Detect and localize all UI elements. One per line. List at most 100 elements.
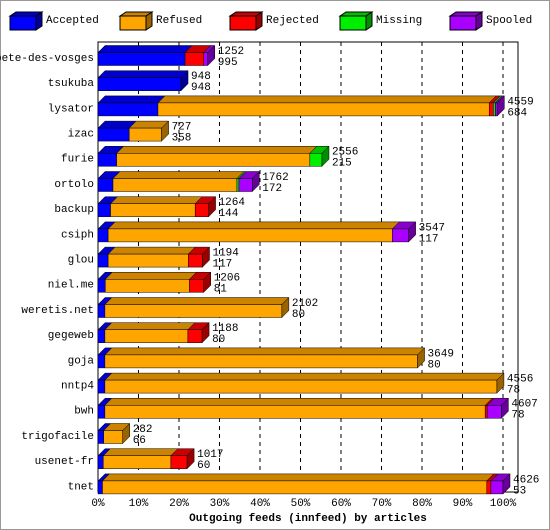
offered-label: 1194: [212, 248, 239, 260]
category-label: trigofacile: [21, 431, 94, 443]
category-label: tsukuba: [48, 78, 95, 90]
bar-side: [186, 448, 195, 470]
bar-side: [501, 397, 509, 419]
bar-segment: [97, 430, 104, 444]
bar-top: [104, 372, 505, 381]
legend-swatch: [119, 15, 147, 31]
bar-side: [201, 322, 210, 344]
bar-segment: [97, 405, 106, 419]
bar-segment: [97, 253, 109, 268]
accepted-label: 215: [332, 158, 352, 170]
bar-top: [104, 297, 290, 305]
offered-label: 4556: [507, 374, 533, 386]
bar-segment: [112, 178, 238, 192]
bar-top: [97, 70, 189, 78]
bar-top: [104, 272, 198, 280]
bar-segment: [128, 127, 162, 142]
bar-top: [112, 171, 245, 179]
bar-segment: [97, 127, 130, 142]
accepted-label: 117: [419, 233, 439, 245]
accepted-label: 144: [219, 208, 239, 220]
bar-segment: [97, 329, 106, 343]
bar-segment: [157, 102, 490, 117]
bar-top: [116, 146, 318, 154]
category-label: ortolo: [54, 179, 94, 191]
offered-label: 3547: [419, 222, 445, 234]
offered-label: 4559: [507, 96, 533, 108]
bar-segment: [97, 379, 106, 394]
category-label: glou: [68, 255, 94, 267]
offered-label: 1017: [197, 449, 223, 461]
bar-side: [202, 246, 210, 268]
bar-top: [109, 196, 203, 204]
bar-segment: [105, 279, 190, 293]
bar-segment: [203, 52, 209, 66]
offered-label: 4626: [513, 474, 539, 486]
bar-segment: [110, 203, 196, 217]
bar-side: [208, 196, 216, 218]
bar-segment: [116, 153, 311, 167]
legend-swatch: [229, 15, 257, 31]
bar-segment: [102, 480, 488, 495]
bar-top: [104, 322, 196, 330]
bar-segment: [97, 480, 103, 495]
bar-segment: [189, 279, 204, 293]
bar-top: [107, 221, 401, 230]
bar-segment: [486, 480, 492, 495]
accepted-label: 948: [191, 82, 211, 94]
bar-segment: [104, 405, 486, 419]
category-label: usenet-fr: [35, 456, 94, 468]
offered-label: 1206: [214, 273, 240, 285]
category-label: tnet: [68, 481, 94, 493]
offered-label: 727: [172, 122, 192, 134]
bar-segment: [104, 329, 189, 343]
bar-segment: [97, 304, 106, 318]
bar-segment: [484, 405, 488, 419]
legend-swatch: [9, 15, 37, 31]
bar-segment: [103, 430, 123, 444]
bar-segment: [107, 253, 189, 268]
bar-segment: [392, 228, 409, 243]
bar-top: [102, 448, 179, 456]
bar-side: [161, 120, 169, 142]
x-tick-label: 20%: [169, 498, 189, 510]
bar-side: [281, 296, 290, 319]
category-label: bete-des-vosges: [0, 53, 94, 65]
x-tick-label: 40%: [250, 498, 270, 510]
category-label: lysator: [48, 103, 94, 115]
bar-segment: [107, 228, 393, 243]
bar-top: [97, 95, 166, 104]
accepted-label: 53: [513, 485, 526, 497]
bar-side: [408, 221, 416, 243]
offered-label: 1264: [219, 197, 246, 209]
offered-label: 948: [191, 71, 211, 83]
accepted-label: 80: [428, 359, 441, 371]
category-label: csiph: [61, 229, 94, 241]
bar-top: [97, 45, 193, 53]
category-label: weretis.net: [21, 305, 94, 317]
legend-label: Refused: [156, 15, 202, 27]
accepted-label: 81: [214, 284, 228, 296]
bar-segment: [97, 354, 106, 369]
category-label: backup: [54, 204, 94, 216]
bar-segment: [488, 102, 494, 117]
bar-segment: [97, 455, 104, 469]
accepted-label: 117: [212, 259, 232, 271]
category-label: gegeweb: [48, 330, 94, 342]
bar-side: [207, 44, 216, 67]
legend-swatch: [449, 15, 477, 31]
accepted-label: 172: [262, 183, 282, 195]
category-label: izac: [68, 129, 94, 141]
offered-label: 2102: [292, 298, 318, 310]
x-tick-label: 30%: [210, 498, 230, 510]
accepted-label: 66: [133, 435, 146, 447]
bar-segment: [104, 304, 283, 318]
offered-label: 2556: [332, 147, 358, 159]
bar-side: [497, 95, 505, 117]
category-label: bwh: [74, 406, 94, 418]
bar-segment: [97, 77, 182, 91]
bar-top: [157, 95, 497, 104]
offered-label: 282: [133, 424, 153, 436]
